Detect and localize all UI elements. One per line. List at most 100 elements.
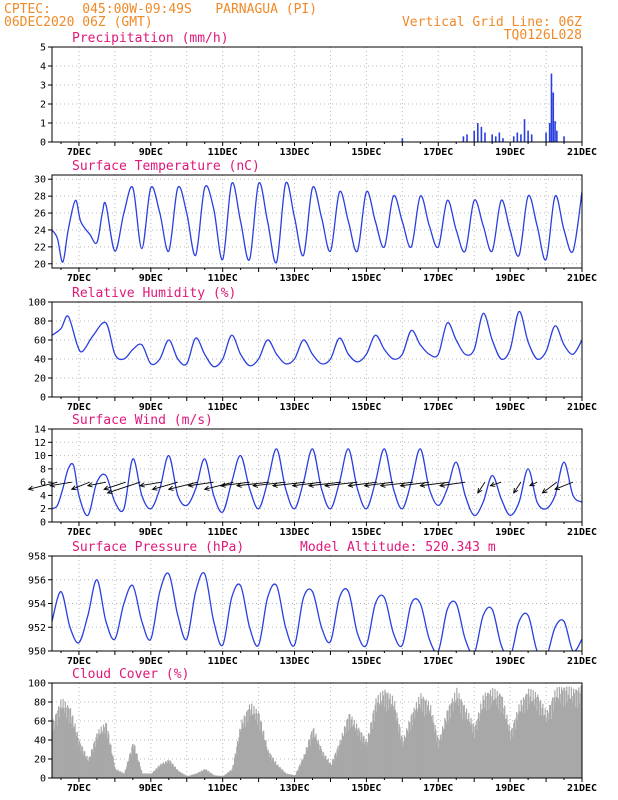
cloud-bar [150,773,152,778]
cloud-bar [422,696,424,778]
cloud-bar [497,696,499,778]
cloud-bar [188,775,191,778]
cloud-bar [206,771,209,778]
cloud-bar [226,773,228,778]
cloud-bar [101,731,103,778]
panel-frame [51,682,583,779]
cloud-bar [543,715,545,778]
cloud-bar [58,717,60,778]
cloud-bar [126,766,128,778]
panel-0: Precipitation (mm/h) 0 1 2 3 4 5 7DEC 9DEC 11DEC 1… [40,31,597,158]
cloud-bar [319,750,321,778]
cloud-bar [343,726,346,778]
wind-arrow [107,481,141,494]
cloud-bar [268,752,270,778]
cloud-bar [547,712,549,778]
cloud-bar [60,709,63,778]
cloud-bar [445,724,447,778]
cloud-bar [137,759,139,778]
cloud-bar [130,754,132,778]
cloud-bar [525,693,528,778]
cloud-bar [128,760,130,778]
precip-bar [563,136,565,142]
cloud-bar [308,740,310,778]
cloud-bar [514,729,516,778]
cloud-bar [197,773,199,778]
cloud-bar [364,741,367,778]
cloud-bar [539,701,541,778]
wind-arrow-head [323,482,330,488]
cloud-bar [108,733,110,778]
cloud-bar [576,689,578,778]
cloud-bar [69,708,71,778]
cloud-bar [325,760,328,778]
cloud-bar [263,740,266,778]
cloud-bar [242,722,244,778]
cloud-bar [310,734,312,778]
cloud-bar [289,774,291,778]
cloud-bar [538,715,540,778]
cloud-bar [485,696,487,778]
cloud-bar [299,764,301,778]
cloud-bar [491,696,493,778]
cloud-bar [155,768,157,778]
cloud-bar [493,699,495,778]
cloud-bar [360,732,362,778]
x-tick-label: 7DEC [67,273,91,284]
cloud-bar [579,703,581,778]
cloud-bar [488,709,490,778]
cloud-bar [217,775,219,778]
cloud-bar [358,727,360,778]
cloud-bar [343,736,345,778]
cloud-bar [266,751,269,778]
y-tick-label: 1 [40,119,46,130]
panel-frame [51,428,583,523]
cloud-bar [425,699,427,778]
cloud-bar [231,768,233,778]
cloud-bar [571,695,573,778]
panel-2: Relative Humidity (%) 0 20 40 60 80 100 7DEC 9DE… [28,286,597,413]
cloud-bar [93,743,95,778]
cloud-bar [69,708,72,778]
cloud-bar [383,707,385,778]
cloud-bar [424,700,426,778]
cloud-bar [474,738,476,778]
cloud-bar [211,774,213,778]
cloud-bar [97,733,99,778]
cloud-bar [575,689,577,778]
cloud-bar [376,711,378,778]
wind-arrow-head [151,485,158,491]
cloud-bar [227,772,229,778]
x-tick-label: 15DEC [351,402,381,413]
wind-arrow-head [103,485,110,491]
cloud-bar [495,704,498,778]
cloud-bar [371,728,373,778]
cloud-bar [341,732,343,778]
cloud-bar [516,720,519,778]
cloud-bar [219,775,221,778]
cloud-bar [477,712,480,778]
cloud-bar [492,687,494,778]
wind-arrow [490,481,502,487]
cloud-bar [438,748,440,778]
cloud-bar [144,773,146,778]
cloud-bar [122,772,124,778]
cloud-bar [72,727,75,778]
cloud-bar [361,742,364,778]
cloud-bar [194,774,197,778]
cloud-bar [486,710,488,778]
cloud-bar [242,727,245,778]
cloud-bar [116,770,118,778]
cloud-bar [117,770,120,778]
x-tick-label: 19DEC [495,527,525,538]
cloud-bar [513,719,516,778]
cloud-bar [465,708,468,778]
cloud-bar [323,758,325,778]
x-tick-label: 21DEC [567,147,597,158]
cloud-bar [552,697,554,778]
cloud-bar [546,721,548,778]
cloud-bar [394,710,397,778]
cloud-bar [490,704,492,778]
cloud-bar [278,766,280,778]
